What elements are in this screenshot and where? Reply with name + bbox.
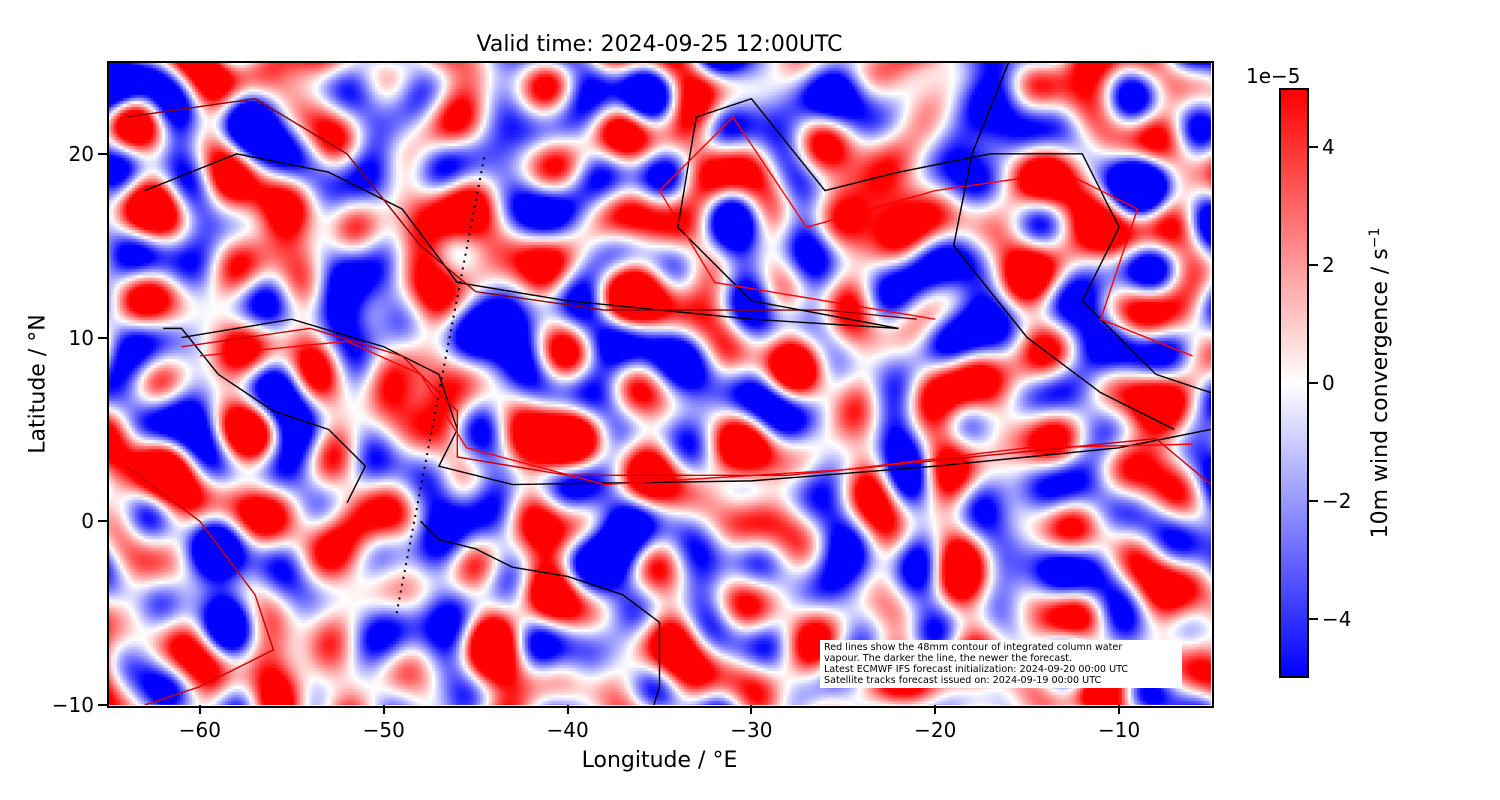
convergence-heatmap — [108, 62, 1211, 705]
x-tick-mark — [566, 705, 569, 714]
water-vapour-contour — [952, 62, 1175, 431]
water-vapour-contour — [181, 327, 1211, 486]
x-tick-mark — [934, 705, 937, 714]
annotation-line: Red lines show the 48mm contour of integ… — [824, 642, 1123, 653]
colorbar-tick-label: 0 — [1322, 371, 1335, 395]
y-tick-label: −10 — [51, 693, 94, 717]
annotation-line: vapour. The darker the line, the newer t… — [824, 653, 1073, 664]
y-tick-mark — [98, 152, 107, 155]
water-vapour-contour — [658, 116, 1193, 357]
colorbar-tick-mark — [1309, 618, 1318, 620]
x-tick-label: −60 — [178, 718, 222, 742]
colorbar-tick-mark — [1309, 264, 1318, 266]
x-tick-mark — [198, 705, 201, 714]
water-vapour-contour — [144, 153, 899, 330]
contour-overlay — [125, 62, 1211, 705]
annotation-line: Latest ECMWF IFS forecast initialization… — [824, 664, 1129, 675]
annotation-line: Satellite tracks forecast issued on: 202… — [824, 675, 1102, 686]
x-tick-label: −50 — [362, 718, 405, 742]
x-tick-label: −10 — [1097, 718, 1141, 742]
x-tick-mark — [1118, 705, 1121, 714]
annotation-box: Red lines show the 48mm contour of integ… — [820, 640, 1182, 688]
x-tick-label: −30 — [730, 718, 773, 742]
water-vapour-contour — [199, 340, 1193, 486]
plot-area — [108, 62, 1211, 705]
colorbar — [1279, 88, 1309, 678]
water-vapour-contour — [126, 98, 917, 320]
x-tick-label: −40 — [546, 718, 589, 742]
colorbar-label-exponent: −1 — [1366, 227, 1383, 249]
colorbar-tick-label: 4 — [1322, 135, 1335, 159]
colorbar-tick-mark — [1309, 382, 1318, 384]
y-tick-label: 20 — [68, 141, 94, 166]
x-axis-label: Longitude / °E — [581, 748, 738, 773]
y-tick-mark — [98, 336, 107, 339]
colorbar-tick-label: −4 — [1322, 607, 1352, 631]
colorbar-tick-label: −2 — [1322, 489, 1352, 513]
coastline — [163, 327, 367, 504]
water-vapour-contour — [125, 465, 275, 705]
x-tick-mark — [750, 705, 753, 714]
y-tick-label: 10 — [68, 325, 94, 350]
water-vapour-contour — [181, 318, 1211, 486]
colorbar-label-text: 10m wind convergence / s — [1368, 248, 1394, 539]
water-vapour-contour — [677, 97, 1211, 394]
y-tick-label: 0 — [81, 509, 94, 534]
y-axis-label: Latitude / °N — [25, 314, 51, 454]
chart-title: Valid time: 2024-09-25 12:00UTC — [476, 32, 843, 57]
colorbar-exponent: 1e−5 — [1246, 64, 1301, 88]
colorbar-tick-mark — [1309, 146, 1318, 148]
colorbar-tick-label: 2 — [1322, 253, 1335, 277]
coastline — [420, 520, 661, 705]
y-tick-mark — [98, 520, 107, 523]
y-tick-mark — [98, 704, 107, 706]
satellite-track — [395, 153, 486, 614]
colorbar-tick-mark — [1309, 500, 1318, 502]
x-tick-label: −20 — [914, 718, 957, 742]
x-tick-mark — [382, 705, 385, 714]
colorbar-label: 10m wind convergence / s−1 — [1367, 228, 1393, 539]
